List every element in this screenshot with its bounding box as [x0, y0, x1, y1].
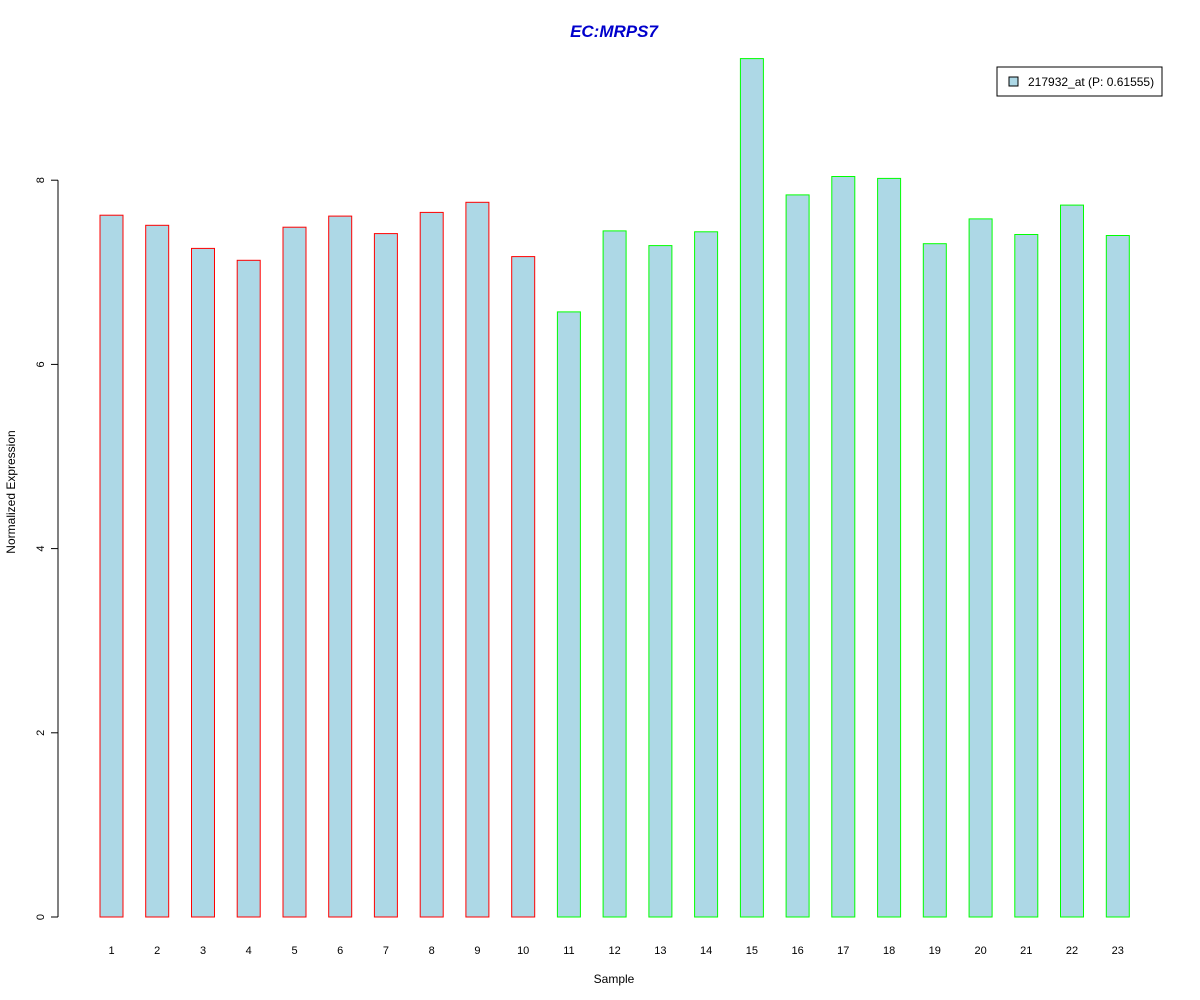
y-tick-label: 8: [35, 177, 47, 183]
bar-sample-11: [556, 311, 581, 918]
bar-sample-16: [785, 194, 810, 918]
x-tick-label: 4: [246, 945, 252, 957]
bar-sample-12: [602, 230, 627, 918]
y-tick-label: 4: [35, 546, 47, 552]
x-tick-label: 3: [200, 945, 206, 957]
y-axis: 0 2 4 6 8: [35, 177, 59, 920]
x-tick-label: 16: [791, 945, 803, 957]
x-tick-label: 18: [883, 945, 895, 957]
x-tick-label: 15: [746, 945, 758, 957]
x-tick-label: 23: [1112, 945, 1124, 957]
bar-sample-19: [922, 243, 947, 918]
chart-title: EC:MRPS7: [570, 22, 659, 41]
legend-swatch: [1008, 76, 1019, 87]
x-tick-label: 10: [517, 945, 529, 957]
bar-sample-8: [419, 211, 444, 918]
x-tick-label: 13: [654, 945, 666, 957]
bar-sample-3: [191, 247, 215, 918]
x-tick-label: 21: [1020, 945, 1032, 957]
bar-sample-20: [968, 218, 993, 918]
bar-sample-10: [511, 256, 536, 918]
bar-sample-13: [648, 245, 673, 918]
x-tick-label: 8: [429, 945, 435, 957]
x-tick-label: 1: [108, 945, 114, 957]
x-tick-label: 14: [700, 945, 712, 957]
legend-label: 217932_at (P: 0.61555): [1028, 75, 1154, 89]
bar-sample-7: [373, 233, 398, 918]
x-tick-label: 5: [291, 945, 297, 957]
bar-sample-22: [1060, 204, 1084, 918]
bar-sample-2: [145, 224, 170, 918]
bar-sample-6: [328, 215, 353, 918]
x-tick-label: 12: [608, 945, 620, 957]
x-tick-label: 19: [929, 945, 941, 957]
bar-sample-18: [877, 177, 902, 918]
bar-sample-9: [465, 201, 490, 918]
bar-sample-21: [1014, 234, 1039, 918]
legend: 217932_at (P: 0.61555): [996, 66, 1163, 97]
legend-box: [996, 66, 1163, 97]
bar-sample-4: [236, 259, 261, 918]
x-axis-label: Sample: [594, 972, 635, 986]
x-tick-label: 20: [974, 945, 986, 957]
y-tick-label: 2: [35, 730, 47, 736]
y-tick-label: 6: [35, 361, 47, 367]
x-tick-label: 11: [563, 945, 574, 957]
x-tick-labels: 1 2 3 4 5 6 7 8 9 10 11 12 13 14 15 16 17 18 19 20 21 22 23: [108, 945, 1123, 957]
bar-sample-17: [831, 176, 856, 918]
bar-sample-15: [739, 58, 764, 918]
bar-sample-23: [1105, 235, 1130, 918]
bars-group: [99, 58, 1130, 918]
y-tick-label: 0: [35, 914, 47, 920]
x-tick-label: 2: [154, 945, 160, 957]
x-tick-label: 22: [1066, 945, 1078, 957]
x-tick-label: 9: [474, 945, 480, 957]
x-tick-label: 6: [337, 945, 343, 957]
x-tick-label: 7: [383, 945, 389, 957]
bar-sample-5: [282, 226, 307, 918]
y-axis-label: Normalized Expression: [4, 430, 18, 553]
x-tick-label: 17: [837, 945, 849, 957]
bar-sample-14: [694, 231, 719, 918]
bar-sample-1: [99, 214, 124, 918]
